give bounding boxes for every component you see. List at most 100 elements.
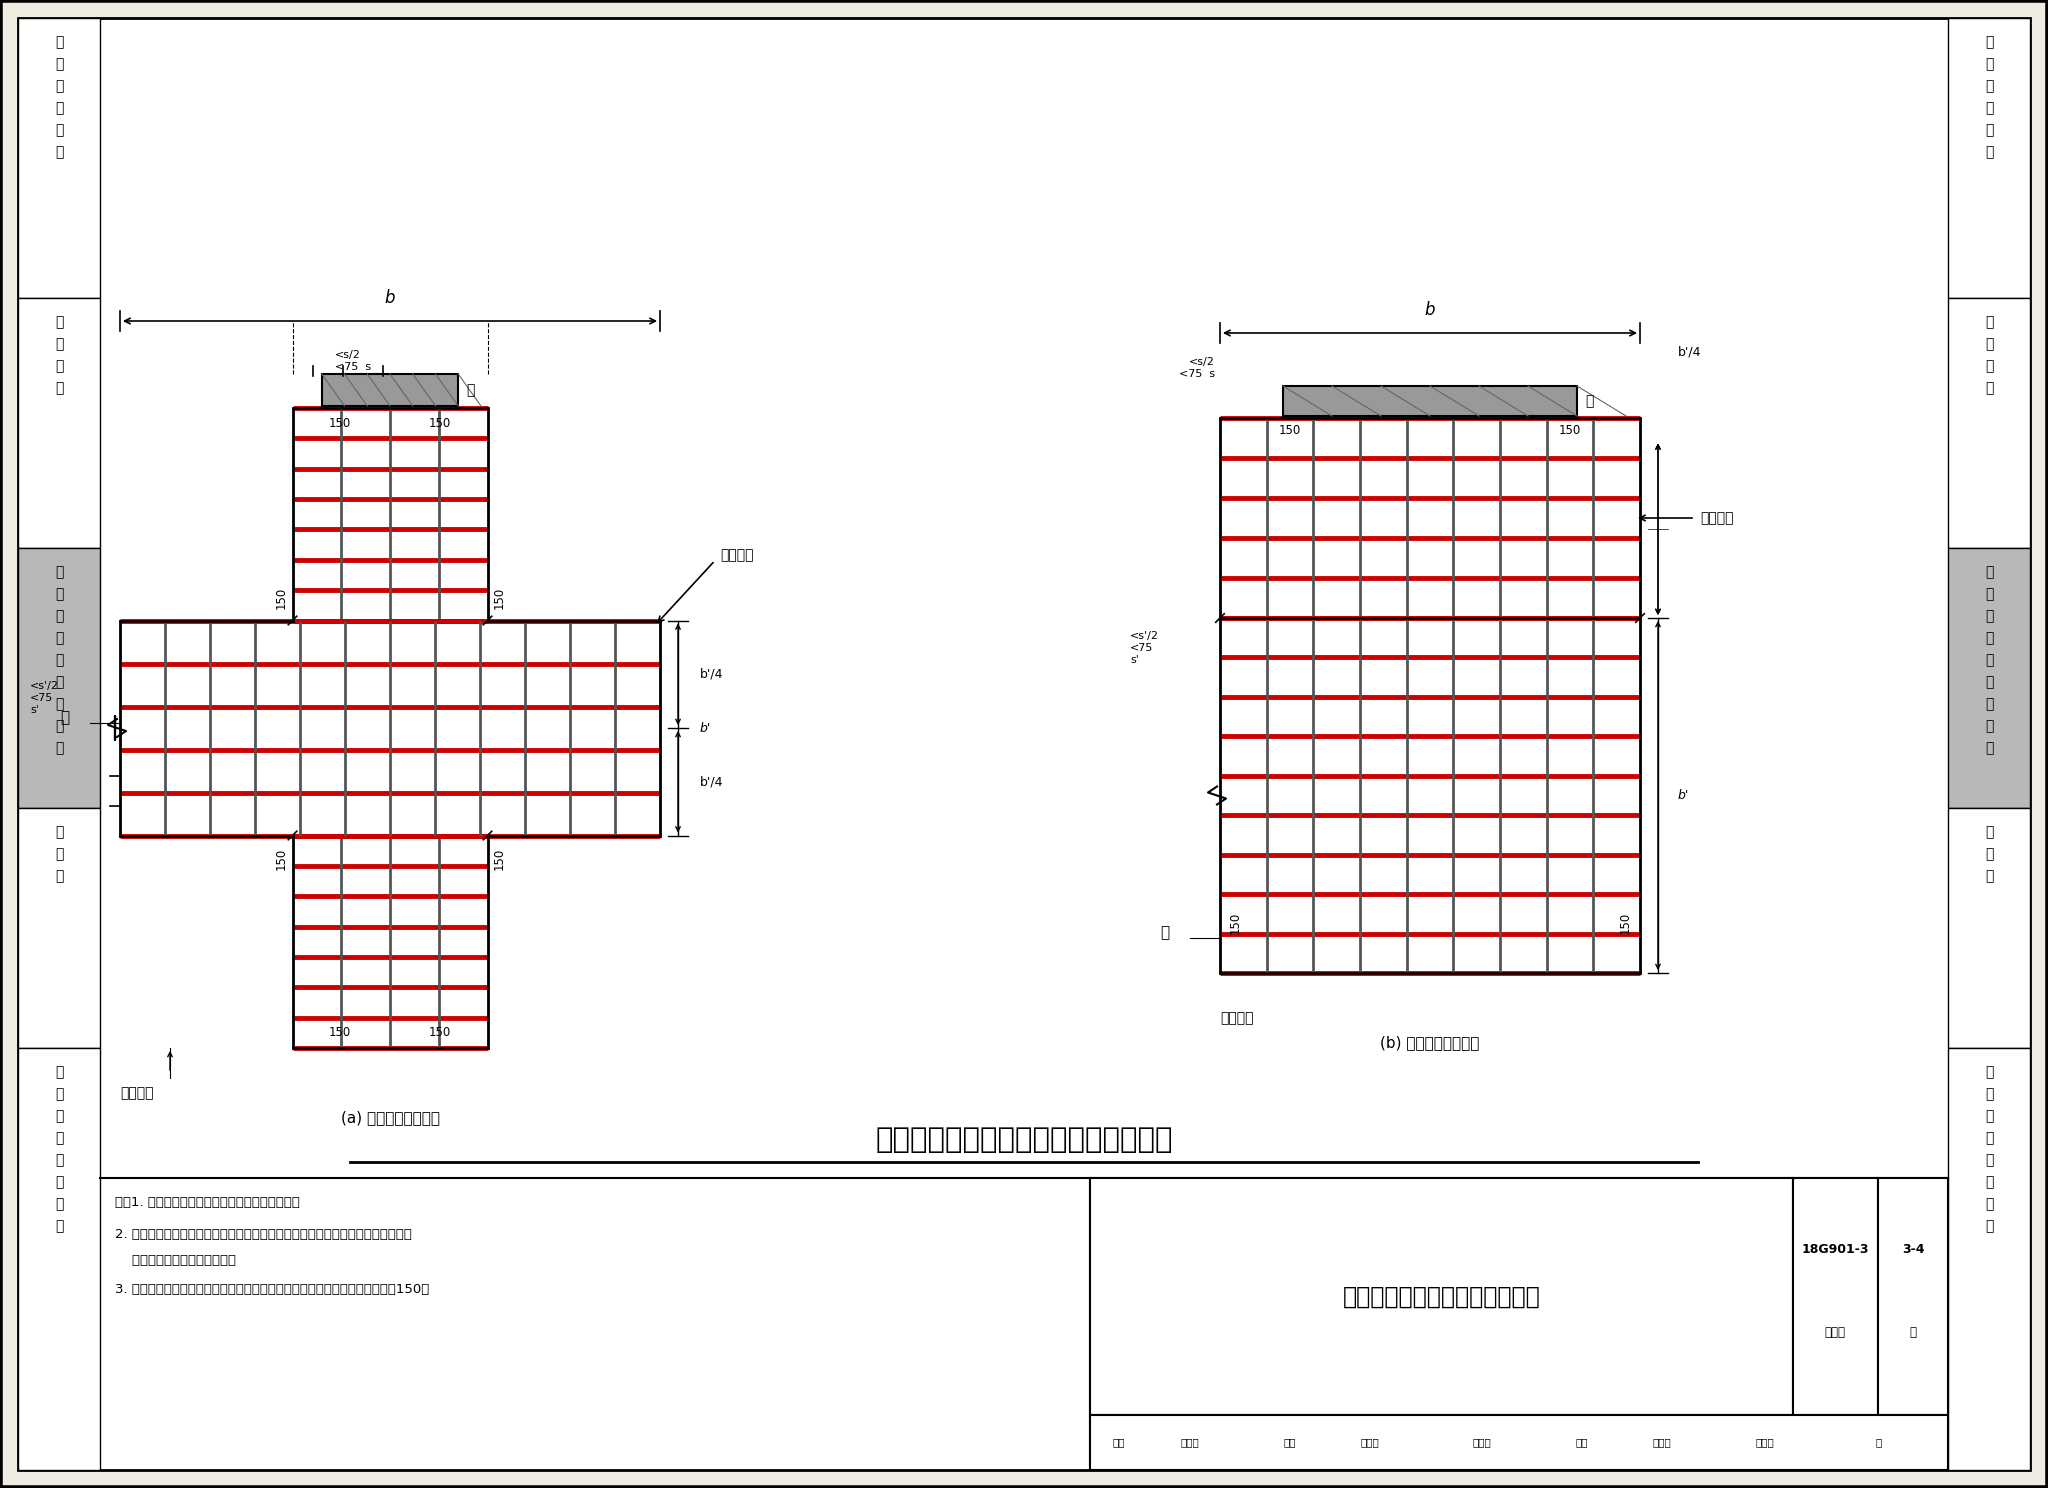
Text: <s/2
<75  s: <s/2 <75 s: [1180, 357, 1214, 379]
Text: 与: 与: [55, 653, 63, 667]
Text: 基: 基: [1985, 609, 1993, 623]
Text: 础: 础: [1985, 631, 1993, 644]
Text: 150: 150: [492, 586, 506, 609]
Text: 础: 础: [55, 741, 63, 754]
Text: 造: 造: [55, 1219, 63, 1234]
Text: 构: 构: [1985, 1196, 1993, 1211]
Text: 150: 150: [274, 848, 287, 870]
Text: 关: 关: [1985, 1153, 1993, 1167]
Text: 础: 础: [55, 1109, 63, 1123]
Text: 注：1. 基础的配筋及几何尺寸详见具体结构设计。: 注：1. 基础的配筋及几何尺寸详见具体结构设计。: [115, 1196, 299, 1208]
Text: 基: 基: [55, 847, 63, 862]
Text: 与: 与: [1985, 1065, 1993, 1079]
Text: 图集号: 图集号: [1825, 1326, 1845, 1339]
Text: 与: 与: [55, 1065, 63, 1079]
Text: 墙下条形基础底板钢筋排布构造: 墙下条形基础底板钢筋排布构造: [1343, 1284, 1540, 1308]
Text: 础: 础: [1985, 869, 1993, 882]
Text: 的: 的: [1985, 1176, 1993, 1189]
Text: 3. 在两向受力钢筋交接处的网状部位，分布钢筋与同向受力钢筋的搭接长度为150。: 3. 在两向受力钢筋交接处的网状部位，分布钢筋与同向受力钢筋的搭接长度为150。: [115, 1283, 430, 1296]
Text: 础: 础: [55, 869, 63, 882]
Text: (b) 丁字交接基础底板: (b) 丁字交接基础底板: [1380, 1036, 1481, 1051]
Text: 侯国华: 侯国华: [1362, 1437, 1380, 1448]
Text: b': b': [700, 722, 711, 735]
Bar: [18, 548, 100, 808]
Text: 墙下条形基础底板钢筋排布构造（一）: 墙下条形基础底板钢筋排布构造（一）: [874, 1126, 1174, 1155]
Text: 关: 关: [55, 1153, 63, 1167]
Text: 构: 构: [1985, 79, 1993, 94]
Bar: [18, 298, 100, 548]
Bar: [322, 373, 459, 406]
Text: 础: 础: [1985, 381, 1993, 394]
Text: 分布钢筋: 分布钢筋: [1221, 1010, 1253, 1025]
Text: 墙: 墙: [61, 710, 70, 726]
Text: 造: 造: [1985, 1219, 1993, 1234]
Text: 独: 独: [55, 315, 63, 329]
Text: 础: 础: [55, 631, 63, 644]
Bar: [1792, 1178, 1878, 1415]
Bar: [293, 408, 487, 1048]
Text: 设计: 设计: [1575, 1437, 1587, 1448]
Text: 孙灿元: 孙灿元: [1755, 1437, 1774, 1448]
Text: 墙: 墙: [467, 382, 475, 397]
Text: 150: 150: [330, 417, 350, 430]
Text: 分布钢筋: 分布钢筋: [721, 549, 754, 562]
Text: 要: 要: [1985, 124, 1993, 137]
Text: 基: 基: [1985, 847, 1993, 862]
Text: 有: 有: [1985, 1131, 1993, 1144]
Bar: [1948, 18, 2030, 298]
Text: b': b': [1677, 789, 1690, 802]
Text: <s/2
<75  s: <s/2 <75 s: [336, 350, 371, 372]
Text: 审核: 审核: [1112, 1437, 1124, 1448]
Text: 2. 实际工程与本图不同时，应由设计者设计。如果要求施工参照本图构造施工时，: 2. 实际工程与本图不同时，应由设计者设计。如果要求施工参照本图构造施工时，: [115, 1228, 412, 1241]
Text: 150: 150: [428, 1027, 451, 1040]
Text: 分布钢筋: 分布钢筋: [1700, 510, 1733, 525]
Bar: [1221, 418, 1640, 618]
Bar: [1878, 1178, 1948, 1415]
Text: 础: 础: [1985, 741, 1993, 754]
Text: 础: 础: [1985, 1109, 1993, 1123]
Text: 要: 要: [55, 124, 63, 137]
Text: 王怀元: 王怀元: [1653, 1437, 1671, 1448]
Text: 构: 构: [55, 79, 63, 94]
Text: 的: 的: [55, 1176, 63, 1189]
Text: 150: 150: [330, 1027, 350, 1040]
Text: 设计应给出相应的变更说明。: 设计应给出相应的变更说明。: [115, 1254, 236, 1266]
Text: 150: 150: [1559, 424, 1581, 436]
Bar: [1282, 385, 1577, 417]
Text: <s'/2
<75
s': <s'/2 <75 s': [31, 682, 59, 714]
Bar: [1090, 1178, 1792, 1415]
Text: 形: 形: [1985, 586, 1993, 601]
Text: 基: 基: [1985, 719, 1993, 734]
Text: 独: 独: [1985, 315, 1993, 329]
Text: 求: 求: [1985, 144, 1993, 159]
Text: 墙: 墙: [1161, 926, 1169, 940]
Text: 150: 150: [1618, 912, 1632, 934]
Text: 150: 150: [1229, 912, 1241, 934]
Text: 基: 基: [1985, 1088, 1993, 1101]
Text: 筏: 筏: [1985, 676, 1993, 689]
Text: 页: 页: [1876, 1437, 1882, 1448]
Text: 形: 形: [55, 696, 63, 711]
Bar: [18, 1048, 100, 1470]
Text: 基: 基: [55, 719, 63, 734]
Bar: [121, 620, 659, 835]
Text: 筏: 筏: [55, 676, 63, 689]
Text: 150: 150: [428, 417, 451, 430]
Text: 基: 基: [55, 359, 63, 373]
Text: b'/4: b'/4: [700, 668, 723, 680]
Text: 18G901-3: 18G901-3: [1802, 1242, 1868, 1256]
Text: 侯国平: 侯国平: [1473, 1437, 1491, 1448]
Text: 条: 条: [55, 565, 63, 579]
Bar: [18, 808, 100, 1048]
Text: 构: 构: [55, 1196, 63, 1211]
Text: 桩: 桩: [55, 824, 63, 839]
Text: 立: 立: [1985, 336, 1993, 351]
Text: 基: 基: [55, 1088, 63, 1101]
Text: 校对: 校对: [1284, 1437, 1296, 1448]
Text: 求: 求: [55, 144, 63, 159]
Bar: [1221, 618, 1640, 973]
Text: 150: 150: [492, 848, 506, 870]
Text: 150: 150: [274, 586, 287, 609]
Text: 基: 基: [55, 609, 63, 623]
Text: (a) 十字交接基础底板: (a) 十字交接基础底板: [340, 1110, 440, 1125]
